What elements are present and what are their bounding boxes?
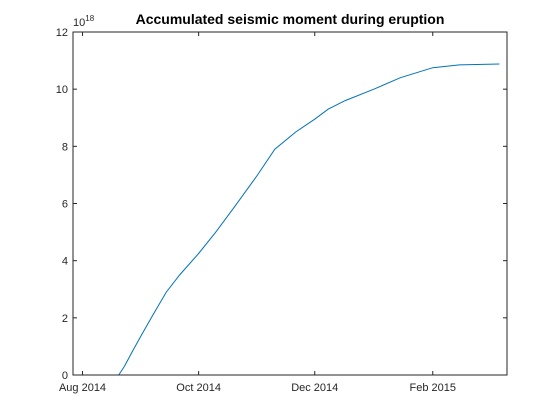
x-tick-label: Oct 2014 (176, 382, 221, 394)
y-tick-label: 0 (62, 370, 68, 382)
x-tick-label: Aug 2014 (59, 382, 106, 394)
axes-box (72, 31, 508, 376)
y-tick-label: 4 (62, 256, 68, 268)
y-tick-label: 6 (62, 199, 68, 211)
y-tick-label: 2 (62, 313, 68, 325)
y-tick-label: 12 (56, 27, 68, 39)
chart-title: Accumulated seismic moment during erupti… (136, 11, 445, 27)
y-exponent-base: 10 (73, 17, 85, 29)
y-tick-label: 10 (56, 84, 68, 96)
y-axis-exponent: 1018 (73, 14, 95, 29)
plot-area: Aug 2014 Oct 2014 Dec 2014 Feb 2015 0 2 4 6 8 10 1… (56, 27, 508, 394)
y-tick-label: 8 (62, 141, 68, 153)
series-line-0 (82, 63, 500, 376)
x-tick-label: Dec 2014 (291, 382, 338, 394)
y-exponent-power: 18 (85, 14, 94, 23)
x-tick-label: Feb 2015 (410, 382, 456, 394)
